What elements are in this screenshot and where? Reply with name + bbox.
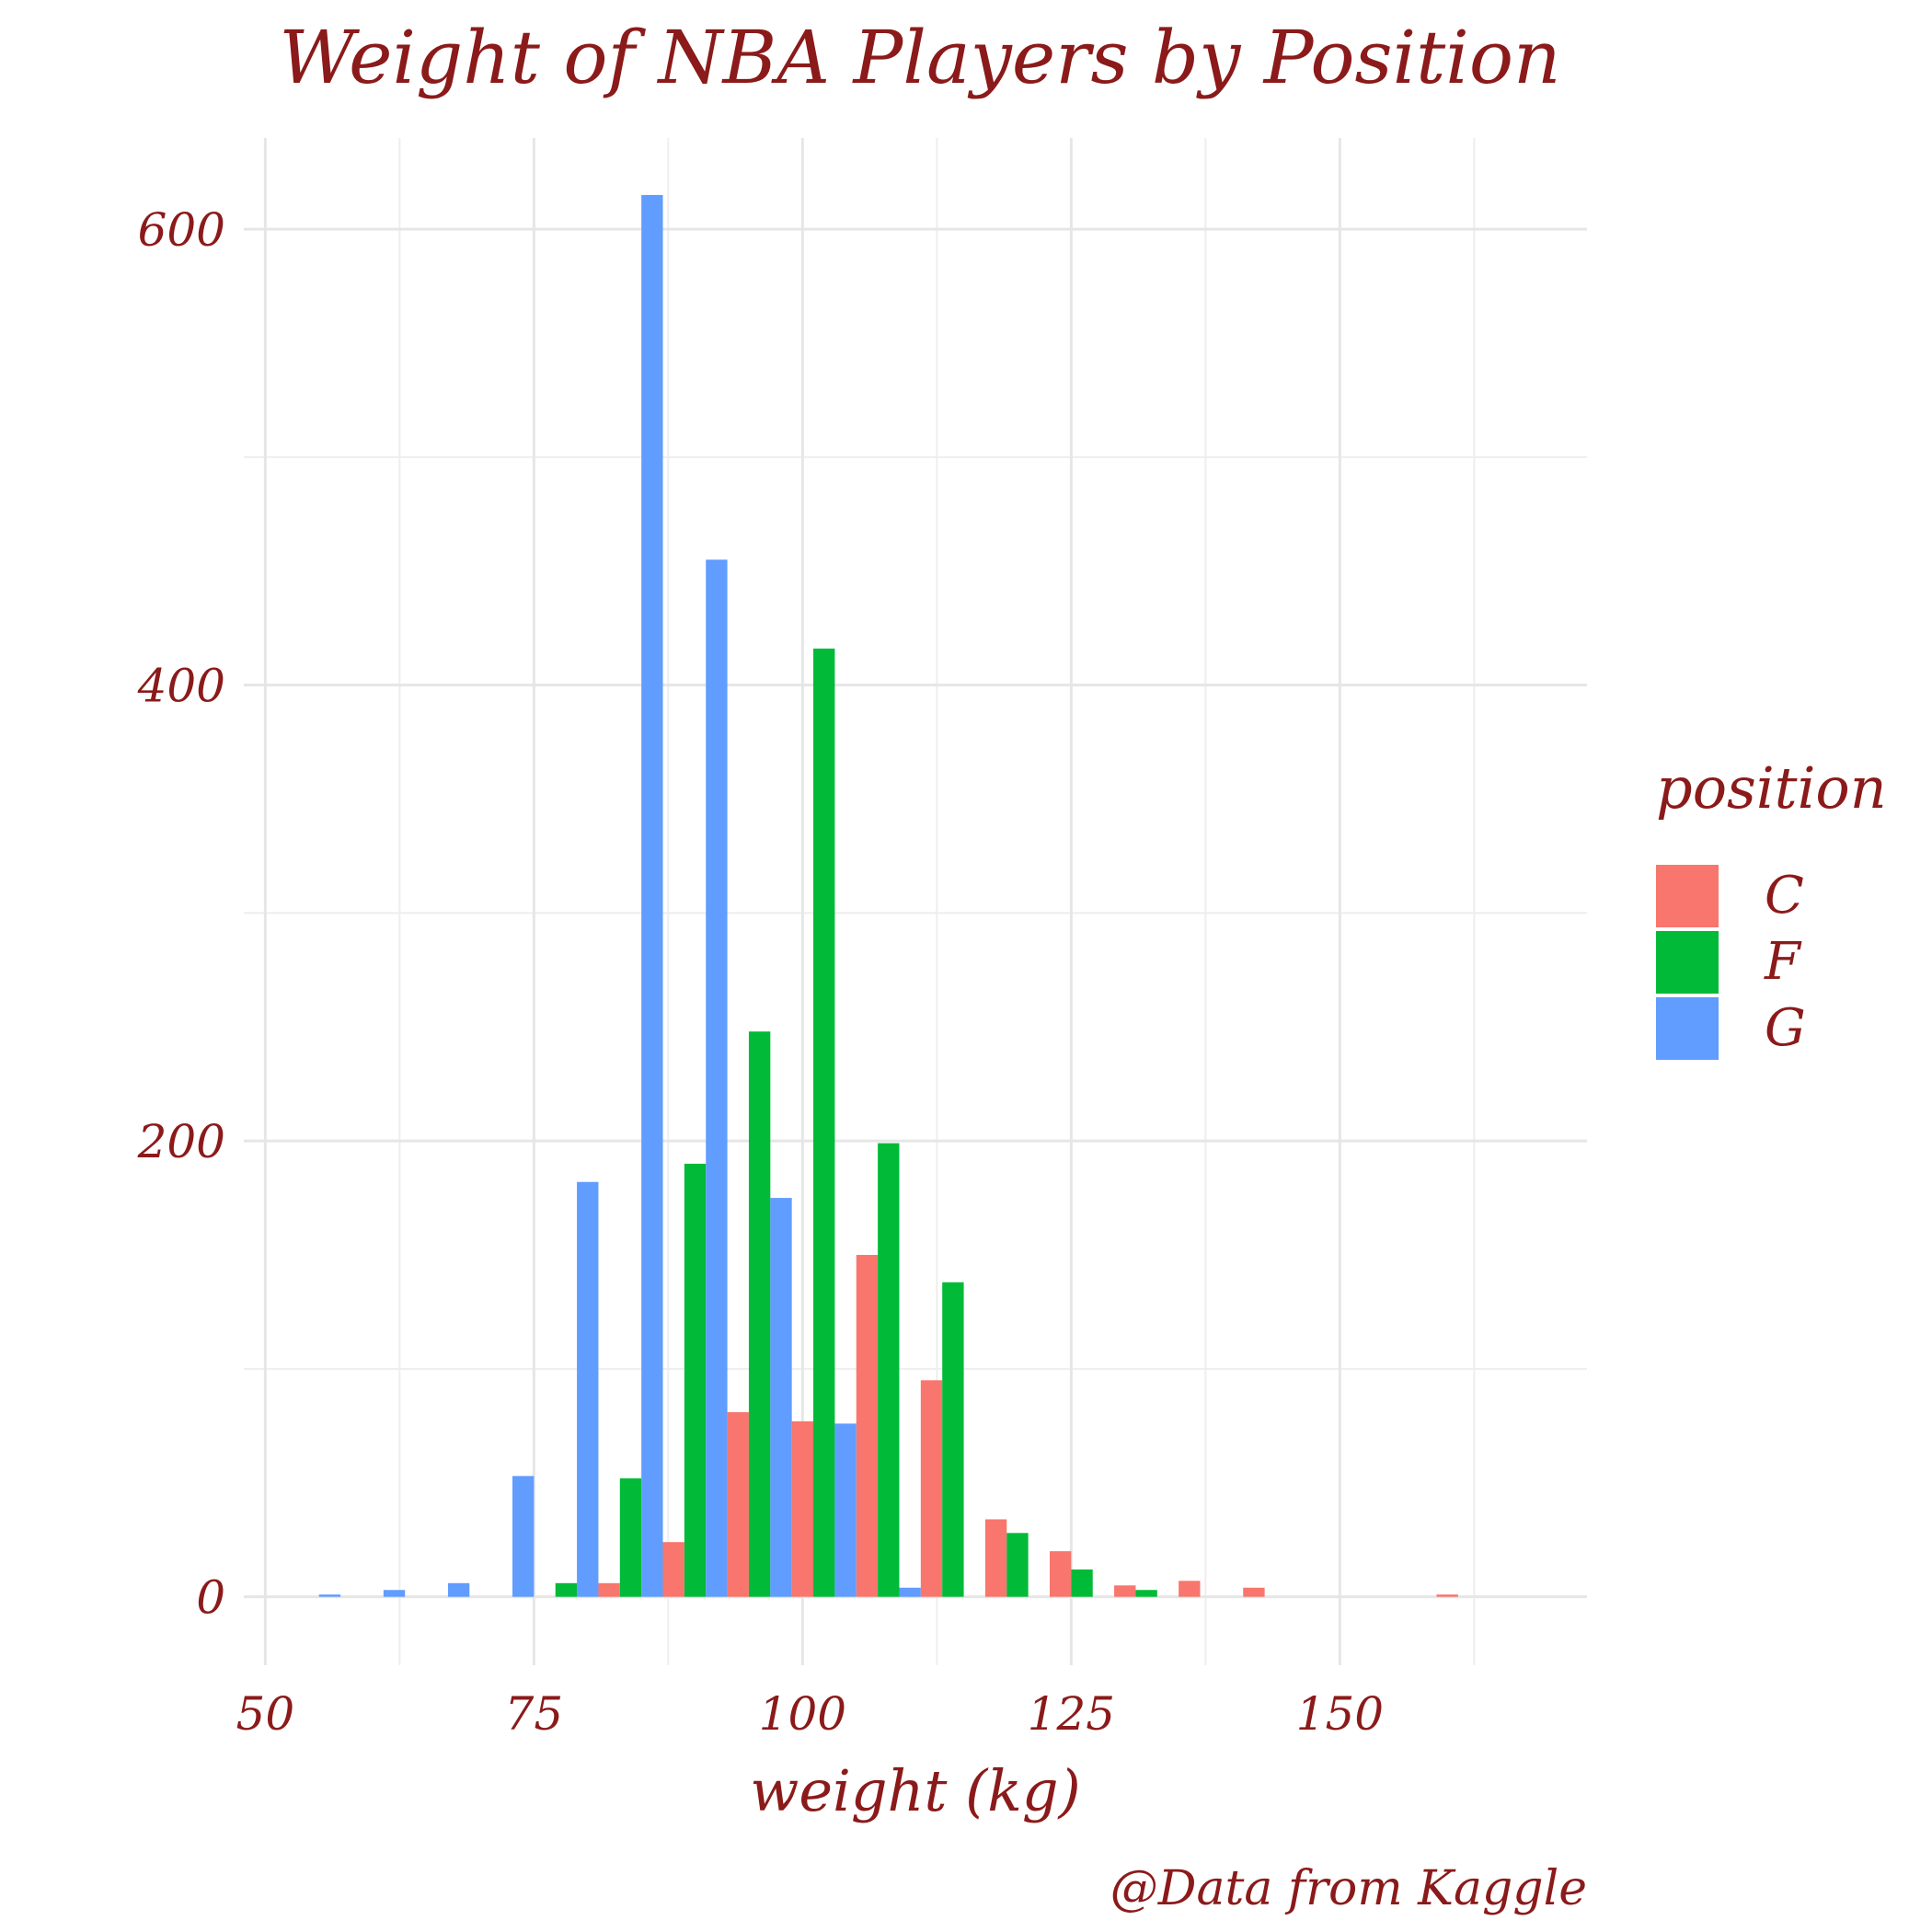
bar-f-108	[878, 1143, 900, 1597]
legend-label-f: F	[1764, 932, 1802, 992]
bar-c-84	[598, 1582, 620, 1597]
bar-g-54	[318, 1594, 341, 1597]
x-axis-ticks: 50 75 100 125 150	[236, 1687, 1385, 1741]
bar-c-126	[1050, 1551, 1072, 1597]
bar-g-96	[770, 1198, 792, 1597]
legend-title: position	[1656, 754, 1887, 822]
bar-f-132	[1135, 1590, 1157, 1597]
bar-g-102	[834, 1423, 857, 1597]
legend-swatch-g	[1656, 997, 1719, 1060]
bar-c-120	[984, 1519, 1007, 1597]
bar-c-132	[1114, 1585, 1136, 1597]
y-tick-label: 200	[137, 1115, 225, 1168]
y-tick-label: 600	[138, 203, 225, 257]
bar-g-66	[447, 1582, 470, 1597]
bar-c-96	[727, 1411, 749, 1597]
x-tick-label: 50	[236, 1687, 295, 1741]
bar-f-126	[1071, 1569, 1093, 1597]
bar-g-60	[383, 1590, 406, 1597]
bar-g-78	[577, 1181, 599, 1597]
chart-caption: @Data from Kaggle	[1110, 1861, 1587, 1916]
bar-f-120	[1006, 1533, 1029, 1597]
bar-f-96	[748, 1031, 771, 1597]
bar-g-72	[512, 1476, 535, 1597]
bars	[318, 194, 1458, 1597]
x-tick-label: 75	[505, 1687, 564, 1741]
bar-c-138	[1179, 1581, 1201, 1597]
y-axis-ticks: 0 200 400 600	[137, 203, 225, 1625]
bar-c-102	[791, 1420, 814, 1597]
bar-c-90	[662, 1542, 684, 1597]
plot-gridlines	[244, 138, 1587, 1665]
chart-title: Weight of NBA Players by Position	[279, 15, 1560, 100]
legend-swatch-f	[1656, 931, 1719, 994]
y-tick-label: 0	[196, 1571, 225, 1625]
y-tick-label: 400	[137, 660, 225, 713]
legend-label-c: C	[1765, 866, 1804, 926]
legend-swatch-c	[1656, 865, 1719, 927]
bar-c-144	[1243, 1587, 1265, 1597]
bar-g-108	[899, 1587, 921, 1597]
x-tick-label: 100	[759, 1687, 846, 1741]
bar-f-78	[555, 1582, 578, 1597]
bar-f-102	[813, 648, 835, 1597]
legend-label-g: G	[1765, 998, 1806, 1058]
bar-f-114	[942, 1282, 964, 1597]
x-tick-label: 150	[1296, 1687, 1384, 1741]
bar-c-162	[1436, 1594, 1458, 1597]
bar-g-90	[706, 559, 728, 1597]
bar-c-114	[920, 1380, 943, 1597]
x-axis-title: weight (kg)	[750, 1757, 1080, 1824]
bar-g-84	[641, 194, 663, 1597]
bar-f-84	[619, 1478, 642, 1597]
bar-c-108	[856, 1255, 879, 1597]
bar-f-90	[684, 1163, 707, 1597]
x-tick-label: 125	[1028, 1687, 1115, 1741]
legend: CFG	[1656, 865, 1806, 1060]
